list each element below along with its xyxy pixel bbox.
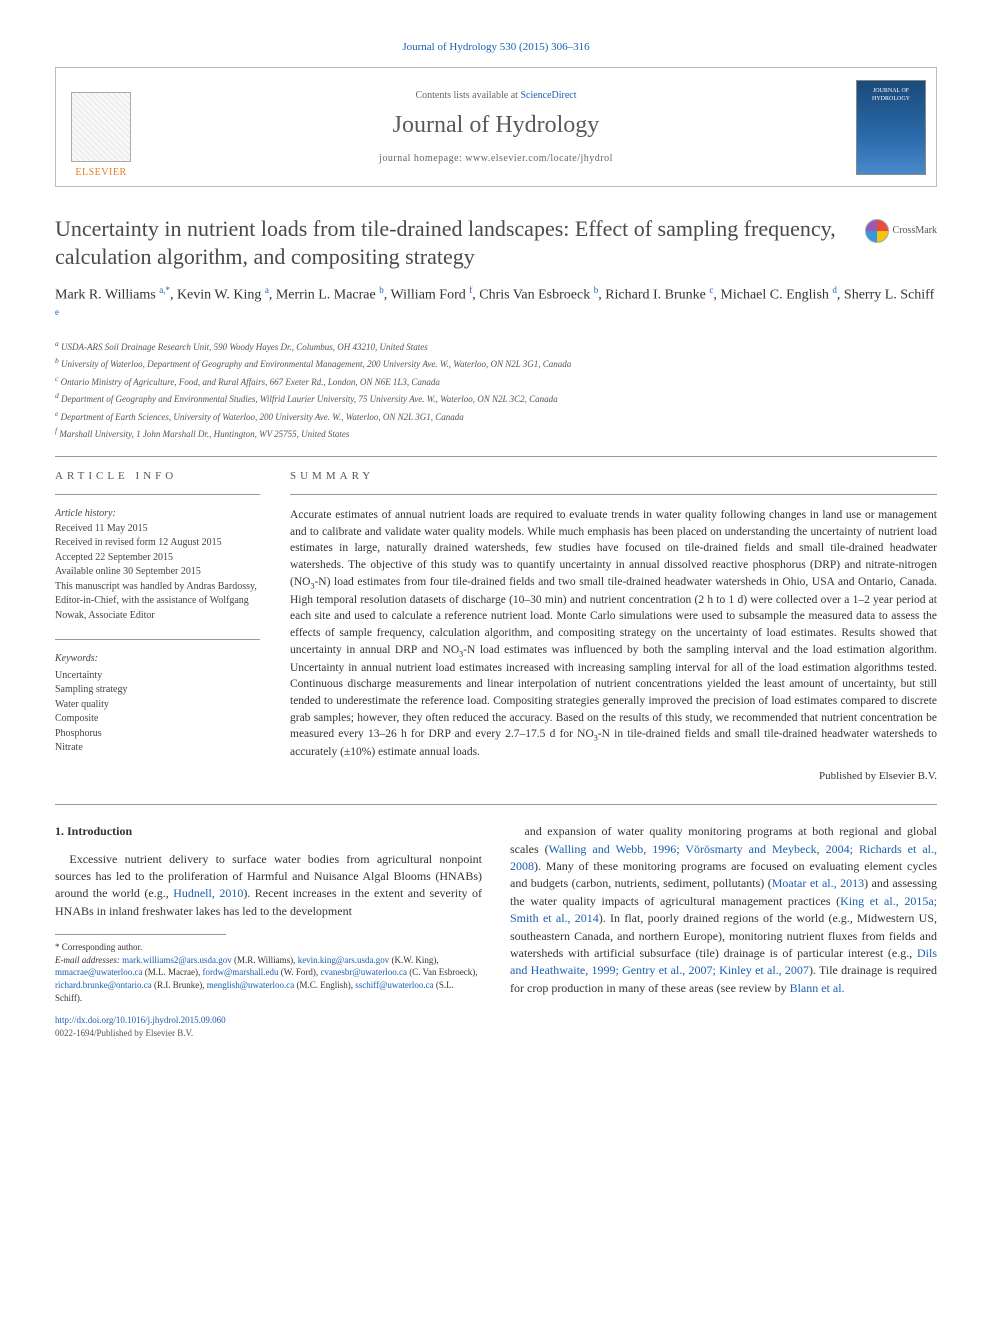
divider — [55, 456, 937, 457]
history-item: Received in revised form 12 August 2015 — [55, 536, 260, 551]
intro-heading: 1. Introduction — [55, 823, 482, 840]
ref-link[interactable]: Dils and Heathwaite, 1999; Gentry et al.… — [510, 946, 937, 977]
article-title: Uncertainty in nutrient loads from tile-… — [55, 215, 937, 270]
email-link[interactable]: mark.williams2@ars.usda.gov — [122, 955, 232, 965]
email-link[interactable]: sschiff@uwaterloo.ca — [355, 980, 433, 990]
keyword-item: Uncertainty — [55, 669, 260, 684]
email-link[interactable]: fordw@marshall.edu — [202, 967, 278, 977]
keywords-block: Keywords: UncertaintySampling strategyWa… — [55, 652, 260, 756]
email-link[interactable]: cvanesbr@uwaterloo.ca — [320, 967, 407, 977]
header-center: Contents lists available at ScienceDirec… — [146, 68, 846, 186]
corresponding-author: * Corresponding author. — [55, 941, 482, 954]
article-history: Article history: Received 11 May 2015Rec… — [55, 507, 260, 623]
summary-text: Accurate estimates of annual nutrient lo… — [290, 507, 937, 761]
ref-link[interactable]: Moatar et al., 2013 — [772, 876, 864, 890]
issn-copyright: 0022-1694/Published by Elsevier B.V. — [55, 1027, 482, 1040]
keywords-label: Keywords: — [55, 652, 260, 667]
ref-link[interactable]: Blann et al. — [790, 981, 845, 995]
intro-para-1: Excessive nutrient delivery to surface w… — [55, 851, 482, 921]
homepage-url[interactable]: www.elsevier.com/locate/jhydrol — [465, 153, 613, 164]
publisher-logo-cell: ELSEVIER — [56, 68, 146, 186]
divider — [55, 639, 260, 640]
contents-prefix: Contents lists available at — [415, 90, 520, 101]
email-link[interactable]: kevin.king@ars.usda.gov — [298, 955, 390, 965]
summary-label: SUMMARY — [290, 469, 937, 484]
ref-link[interactable]: Hudnell, 2010 — [173, 886, 243, 900]
crossmark-badge[interactable]: CrossMark — [865, 219, 937, 243]
affiliations-list: a USDA-ARS Soil Drainage Research Unit, … — [55, 338, 937, 442]
history-label: Article history: — [55, 507, 260, 522]
divider — [55, 494, 260, 495]
history-item: Received 11 May 2015 — [55, 522, 260, 537]
email-link[interactable]: mmacrae@uwaterloo.ca — [55, 967, 143, 977]
email-addresses: E-mail addresses: mark.williams2@ars.usd… — [55, 954, 482, 1004]
footnote-divider — [55, 934, 226, 935]
affiliation-item: e Department of Earth Sciences, Universi… — [55, 408, 937, 425]
crossmark-label: CrossMark — [893, 224, 937, 238]
history-item: Available online 30 September 2015 — [55, 565, 260, 580]
keyword-item: Water quality — [55, 698, 260, 713]
history-item: This manuscript was handled by Andras Ba… — [55, 580, 260, 624]
contents-available-line: Contents lists available at ScienceDirec… — [415, 89, 576, 103]
history-item: Accepted 22 September 2015 — [55, 551, 260, 566]
intro-para-2: and expansion of water quality monitorin… — [510, 823, 937, 997]
doi-link[interactable]: http://dx.doi.org/10.1016/j.jhydrol.2015… — [55, 1014, 482, 1027]
affiliation-item: d Department of Geography and Environmen… — [55, 390, 937, 407]
sciencedirect-link[interactable]: ScienceDirect — [520, 90, 576, 101]
journal-header: ELSEVIER Contents lists available at Sci… — [55, 67, 937, 187]
keyword-item: Nitrate — [55, 741, 260, 756]
keyword-item: Composite — [55, 712, 260, 727]
footnotes: * Corresponding author. E-mail addresses… — [55, 941, 482, 1004]
ref-link[interactable]: King et al., 2015a; Smith et al., 2014 — [510, 894, 937, 925]
summary-column: SUMMARY Accurate estimates of annual nut… — [290, 469, 937, 785]
article-info-label: ARTICLE INFO — [55, 469, 260, 484]
body-column-right: and expansion of water quality monitorin… — [510, 823, 937, 1040]
publisher-name: ELSEVIER — [75, 166, 126, 180]
elsevier-tree-icon — [71, 92, 131, 162]
ref-link[interactable]: Walling and Webb, 1996; Vörösmarty and M… — [510, 842, 937, 873]
email-link[interactable]: menglish@uwaterloo.ca — [207, 980, 295, 990]
citation: Journal of Hydrology 530 (2015) 306–316 — [55, 40, 937, 55]
homepage-prefix: journal homepage: — [379, 153, 465, 164]
journal-name: Journal of Hydrology — [393, 109, 600, 143]
divider — [290, 494, 937, 495]
cover-cell — [846, 68, 936, 186]
body-column-left: 1. Introduction Excessive nutrient deliv… — [55, 823, 482, 1040]
affiliation-item: a USDA-ARS Soil Drainage Research Unit, … — [55, 338, 937, 355]
keyword-item: Sampling strategy — [55, 683, 260, 698]
affiliation-item: f Marshall University, 1 John Marshall D… — [55, 425, 937, 442]
journal-cover-thumbnail — [856, 80, 926, 175]
crossmark-icon — [865, 219, 889, 243]
email-link[interactable]: richard.brunke@ontario.ca — [55, 980, 152, 990]
article-info-column: ARTICLE INFO Article history: Received 1… — [55, 469, 260, 785]
affiliation-item: c Ontario Ministry of Agriculture, Food,… — [55, 373, 937, 390]
divider — [55, 804, 937, 805]
homepage-line: journal homepage: www.elsevier.com/locat… — [379, 152, 613, 166]
keyword-item: Phosphorus — [55, 727, 260, 742]
affiliation-item: b University of Waterloo, Department of … — [55, 355, 937, 372]
publisher-line: Published by Elsevier B.V. — [290, 769, 937, 784]
authors-line: Mark R. Williams a,*, Kevin W. King a, M… — [55, 284, 937, 327]
